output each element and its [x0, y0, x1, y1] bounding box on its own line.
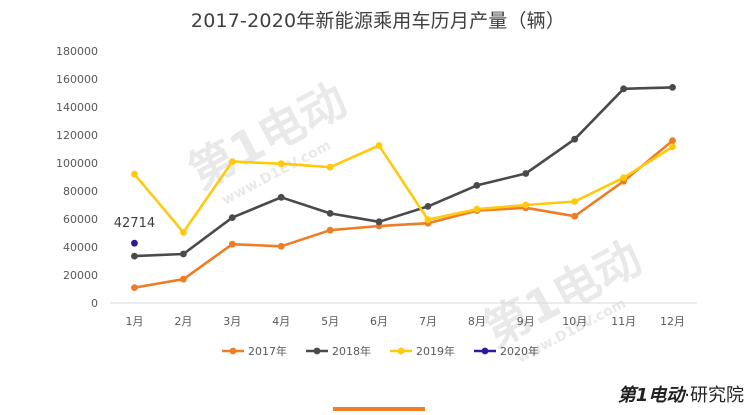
x-tick-label: 5月: [321, 315, 339, 328]
data-point: [326, 210, 334, 217]
data-point: [277, 193, 285, 201]
y-tick-label: 80000: [63, 185, 98, 198]
data-point: [522, 170, 530, 177]
y-tick-label: 40000: [63, 241, 98, 254]
data-point: [179, 228, 187, 236]
data-point: [179, 250, 187, 258]
y-tick-label: 160000: [56, 73, 98, 86]
y-tick-label: 100000: [56, 157, 98, 170]
legend-swatch-marker: [481, 347, 489, 355]
data-point: [522, 201, 530, 209]
legend-swatch-marker: [229, 347, 237, 355]
data-point: [131, 170, 138, 178]
data-point: [375, 218, 383, 226]
data-point: [131, 284, 138, 291]
x-tick-label: 8月: [468, 315, 486, 328]
x-tick-label: 3月: [223, 315, 241, 328]
x-tick-label: 9月: [517, 315, 535, 328]
data-label: 42714: [114, 216, 155, 231]
data-point: [179, 275, 187, 283]
data-point: [326, 163, 334, 171]
x-tick-label: 7月: [419, 315, 437, 328]
brand-logo: 第1电动: [617, 385, 685, 406]
legend-label: 2019年: [416, 344, 455, 358]
data-point: [571, 198, 579, 205]
y-tick-label: 0: [91, 297, 98, 310]
data-point: [424, 216, 432, 224]
y-axis: 0 20000 40000 60000 80000 100000 120000 140000 1…: [56, 45, 98, 310]
x-tick-label: 12月: [660, 315, 685, 328]
data-point: [228, 158, 236, 166]
legend-swatch-marker: [397, 347, 405, 355]
series-layer: [131, 84, 676, 291]
x-tick-label: 4月: [272, 315, 290, 328]
legend-swatch-marker: [313, 347, 321, 355]
data-point: [375, 142, 383, 149]
data-point: [473, 182, 481, 189]
chart-legend: 2017年 2018年 2019年 2020年: [222, 344, 539, 358]
data-point: [669, 137, 676, 145]
legend-label: 2018年: [332, 344, 371, 358]
data-point: [669, 143, 676, 151]
x-axis: 1月 2月 3月 4月 5月 6月 7月 8月 9月 10月 11月 12月: [110, 302, 697, 328]
series-line: [133, 144, 674, 234]
bottom-accent-bar: [333, 407, 425, 411]
x-tick-label: 10月: [562, 315, 587, 328]
x-tick-label: 11月: [611, 315, 636, 328]
series-line: [134, 86, 673, 258]
y-tick-label: 180000: [56, 45, 98, 58]
brand-suffix: 研究院: [690, 385, 744, 406]
data-point: [473, 205, 481, 213]
data-point: [277, 160, 285, 168]
legend-label: 2020年: [500, 344, 539, 358]
y-tick-label: 140000: [56, 101, 98, 114]
y-tick-label: 60000: [63, 213, 98, 226]
data-point: [620, 85, 628, 93]
data-point: [424, 203, 432, 210]
data-point: [228, 214, 236, 222]
data-point: [669, 84, 676, 91]
data-point: [620, 174, 628, 182]
chart-title: 2017-2020年新能源乘用车历月产量（辆）: [190, 10, 566, 32]
data-point: [228, 240, 236, 248]
data-point: [571, 212, 579, 220]
data-point: [326, 226, 334, 234]
data-point: [277, 242, 285, 250]
y-tick-label: 20000: [63, 269, 98, 282]
x-tick-label: 6月: [370, 315, 388, 328]
brand-separator: ·: [684, 385, 690, 406]
x-tick-label: 1月: [125, 315, 143, 328]
x-tick-label: 2月: [174, 315, 192, 328]
brand-footer: 第1电动·研究院: [618, 381, 744, 407]
data-point: [131, 239, 138, 247]
series-line: [134, 139, 674, 289]
y-tick-label: 120000: [56, 129, 98, 142]
legend-label: 2017年: [248, 344, 287, 358]
data-label-layer: 42714: [114, 216, 155, 231]
data-point: [571, 135, 579, 143]
data-point: [131, 252, 138, 260]
